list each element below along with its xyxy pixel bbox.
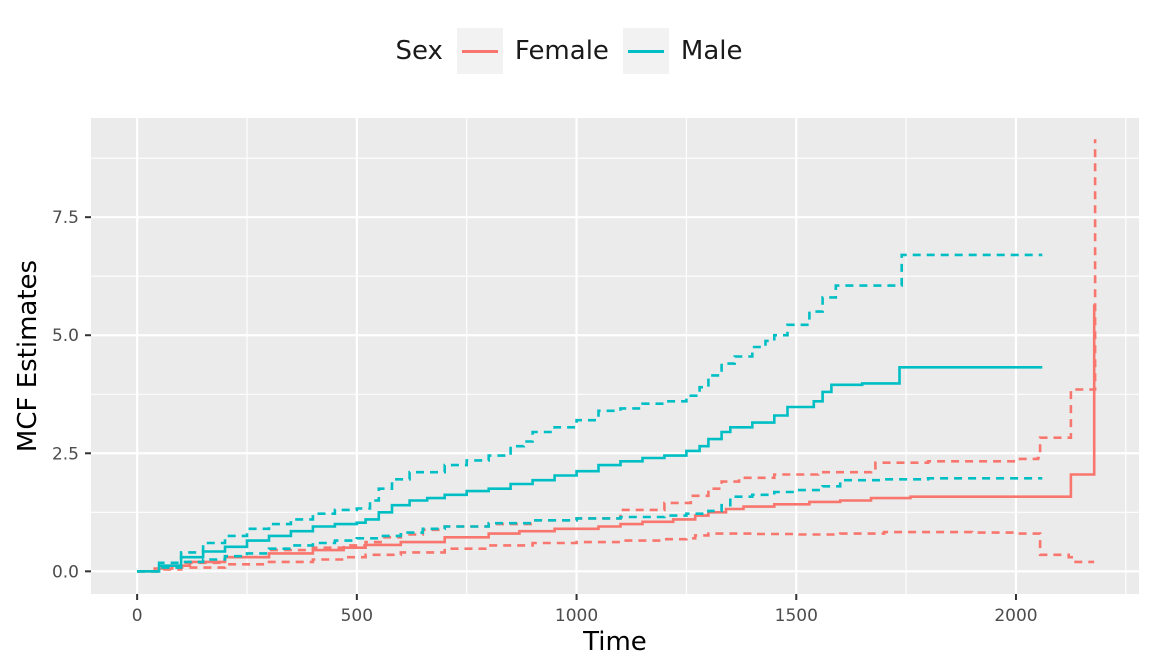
legend-key-male	[622, 28, 669, 74]
y-tick-label: 7.5	[52, 208, 79, 228]
grid-major	[91, 118, 1139, 594]
series-female-dashed-2	[137, 530, 1095, 573]
legend-item-female: Female	[456, 28, 623, 74]
y-tick-label: 2.5	[52, 444, 79, 464]
legend-item-male: Male	[622, 28, 757, 74]
series-male-dashed-4	[137, 253, 1043, 573]
x-tick-label: 1000	[555, 606, 598, 626]
series-male-solid-3	[137, 366, 1043, 573]
x-tick-label: 1500	[775, 606, 818, 626]
y-tick-label: 5.0	[52, 326, 79, 346]
x-tick-label: 0	[132, 606, 143, 626]
plot-panel	[91, 118, 1139, 594]
legend-key-female	[456, 28, 503, 74]
series-female-dashed-1	[137, 139, 1097, 573]
x-axis-title: Time	[582, 627, 647, 657]
y-axis-title: MCF Estimates	[13, 260, 43, 452]
x-tick-label: 500	[341, 606, 373, 626]
legend-title: Sex	[395, 36, 443, 66]
series-female-solid-0	[137, 304, 1096, 573]
legend-swatch-female	[461, 50, 498, 53]
legend-label-male: Male	[680, 36, 743, 66]
legend-label-female: Female	[514, 36, 609, 66]
grid-minor	[91, 118, 1139, 594]
x-tick-label: 2000	[994, 606, 1037, 626]
series-layer	[137, 139, 1097, 573]
axis-layer: 0 500 1000 1500 2000 0.0 2.5 5.0 7.5	[52, 208, 1038, 626]
y-tick-label: 0.0	[52, 562, 79, 582]
legend: Sex Female Male	[0, 24, 1152, 78]
legend-swatch-male	[627, 50, 664, 53]
